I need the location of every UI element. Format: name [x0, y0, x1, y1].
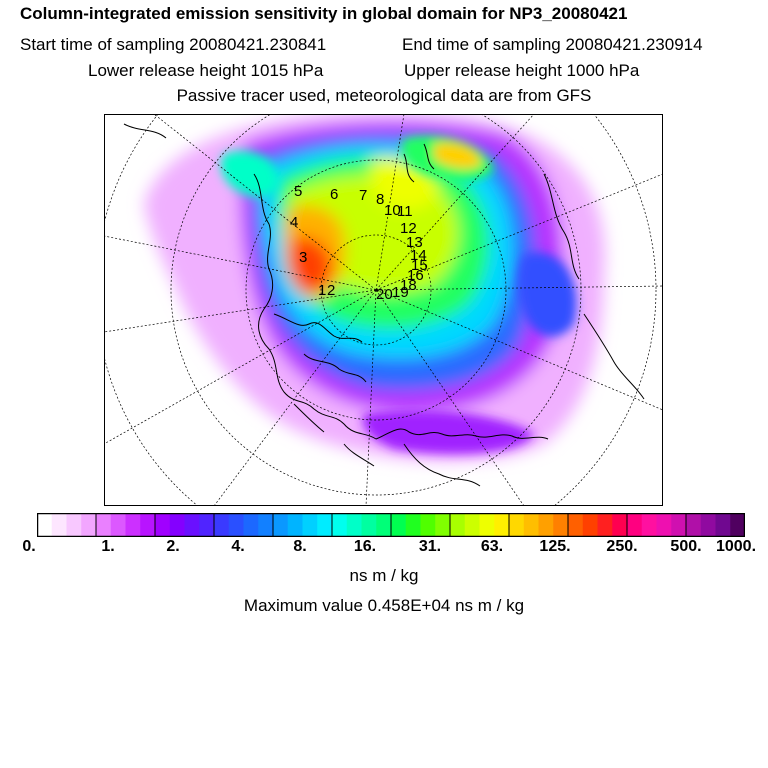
colorbar-frame [37, 513, 745, 537]
colorbar-tick-label: 8. [293, 538, 307, 555]
colorbar-swatch [66, 513, 82, 537]
track-label: 15 [411, 257, 428, 274]
colorbar-swatch [582, 513, 598, 537]
colorbar-swatch [376, 513, 392, 537]
colorbar-swatch [317, 513, 333, 537]
colorbar-tick-label: 500. [670, 538, 702, 555]
colorbar-units: ns m / kg [349, 566, 419, 585]
colorbar-swatch [479, 513, 495, 537]
colorbar-swatch [494, 513, 510, 537]
colorbar-swatch [523, 513, 539, 537]
colorbar-swatch [420, 513, 436, 537]
track-label: 12 [400, 220, 417, 237]
colorbar-swatch [435, 513, 451, 537]
colorbar-swatch [125, 513, 141, 537]
colorbar-swatch [597, 513, 613, 537]
start-time-label: Start time of sampling 20080421.230841 [20, 35, 327, 54]
colorbar-tick-label: 0. [22, 538, 36, 555]
colorbar-swatch [214, 513, 230, 537]
colorbar-swatch [553, 513, 569, 537]
colorbar-swatch [243, 513, 259, 537]
colorbar-swatch [464, 513, 480, 537]
colorbar-tick-label: 2. [166, 538, 180, 555]
colorbar-swatch [81, 513, 97, 537]
colorbar-tick-label: 1. [101, 538, 115, 555]
track-label: 2 [327, 282, 335, 299]
track-label: 7 [359, 187, 367, 204]
colorbar-swatch [361, 513, 377, 537]
colorbar-tick-label: 31. [418, 538, 442, 555]
plot-title: Column-integrated emission sensitivity i… [20, 4, 628, 23]
track-label: 5 [294, 183, 302, 200]
colorbar-swatch [671, 513, 687, 537]
map-frame [104, 114, 663, 506]
colorbar-swatch [656, 513, 672, 537]
colorbar-tick-label: 16. [353, 538, 377, 555]
colorbar-swatch [612, 513, 628, 537]
coastlines [123, 123, 645, 487]
track-label: 18 [400, 277, 417, 294]
colorbar-tick-label: 250. [606, 538, 638, 555]
sensitivity-field [144, 114, 605, 462]
colorbar-swatch [332, 513, 348, 537]
colorbar-swatch [155, 513, 171, 537]
colorbar-swatch [450, 513, 466, 537]
lower-height-label: Lower release height 1015 hPa [88, 61, 324, 80]
colorbar-swatch [627, 513, 643, 537]
colorbar-swatch [715, 513, 731, 537]
colorbar-swatch [700, 513, 716, 537]
colorbar-swatch [199, 513, 215, 537]
track-label: 13 [406, 234, 423, 251]
colorbar-swatch [51, 513, 67, 537]
track-label: 6 [330, 186, 338, 203]
colorbar-swatch [302, 513, 318, 537]
upper-height-label: Upper release height 1000 hPa [404, 61, 640, 80]
track-label: 16 [407, 267, 424, 284]
trajectory-labels: 5 6 7 8 10 11 4 12 13 3 14 15 16 20 19 1… [290, 183, 428, 303]
colorbar-tick-label: 63. [480, 538, 504, 555]
colorbar-swatch [509, 513, 525, 537]
colorbar-tick-label: 125. [539, 538, 571, 555]
graticule [104, 114, 663, 506]
track-label: 4 [290, 214, 298, 231]
track-label: 11 [397, 203, 413, 220]
colorbar-swatch [273, 513, 289, 537]
colorbar-swatch [110, 513, 126, 537]
colorbar-swatch [405, 513, 421, 537]
colorbar-swatch [686, 513, 702, 537]
colorbar-swatch [730, 513, 745, 537]
colorbar-swatch [228, 513, 244, 537]
colorbar-tick-label: 1000. [715, 538, 757, 555]
colorbar-swatch [96, 513, 112, 537]
colorbar-swatch [568, 513, 584, 537]
colorbar-swatch [258, 513, 274, 537]
colorbar-swatch [641, 513, 657, 537]
tracer-note: Passive tracer used, meteorological data… [176, 86, 592, 105]
max-value-label: Maximum value 0.458E+04 ns m / kg [243, 596, 525, 615]
track-label: 10 [384, 202, 401, 219]
colorbar-swatch [346, 513, 362, 537]
track-label: 20 [376, 286, 393, 303]
colorbar-swatch [391, 513, 407, 537]
colorbar-swatch [287, 513, 303, 537]
colorbar-swatch [184, 513, 200, 537]
colorbar-ticks: 0. 1. 2. 4. 8. 16. 31. 63. 125. 250. 500… [0, 538, 768, 562]
track-label: 1 [318, 282, 326, 299]
track-label: 8 [376, 191, 384, 208]
sensitivity-map: 5 6 7 8 10 11 4 12 13 3 14 15 16 20 19 1… [104, 114, 663, 506]
colorbar [37, 513, 745, 537]
colorbar-swatch [169, 513, 185, 537]
end-time-label: End time of sampling 20080421.230914 [402, 35, 703, 54]
colorbar-swatch [140, 513, 156, 537]
colorbar-swatch [37, 513, 53, 537]
track-label: 3 [299, 249, 307, 266]
colorbar-swatch [538, 513, 554, 537]
colorbar-tick-label: 4. [231, 538, 245, 555]
track-label: 14 [410, 247, 427, 264]
track-label: 19 [392, 284, 409, 301]
